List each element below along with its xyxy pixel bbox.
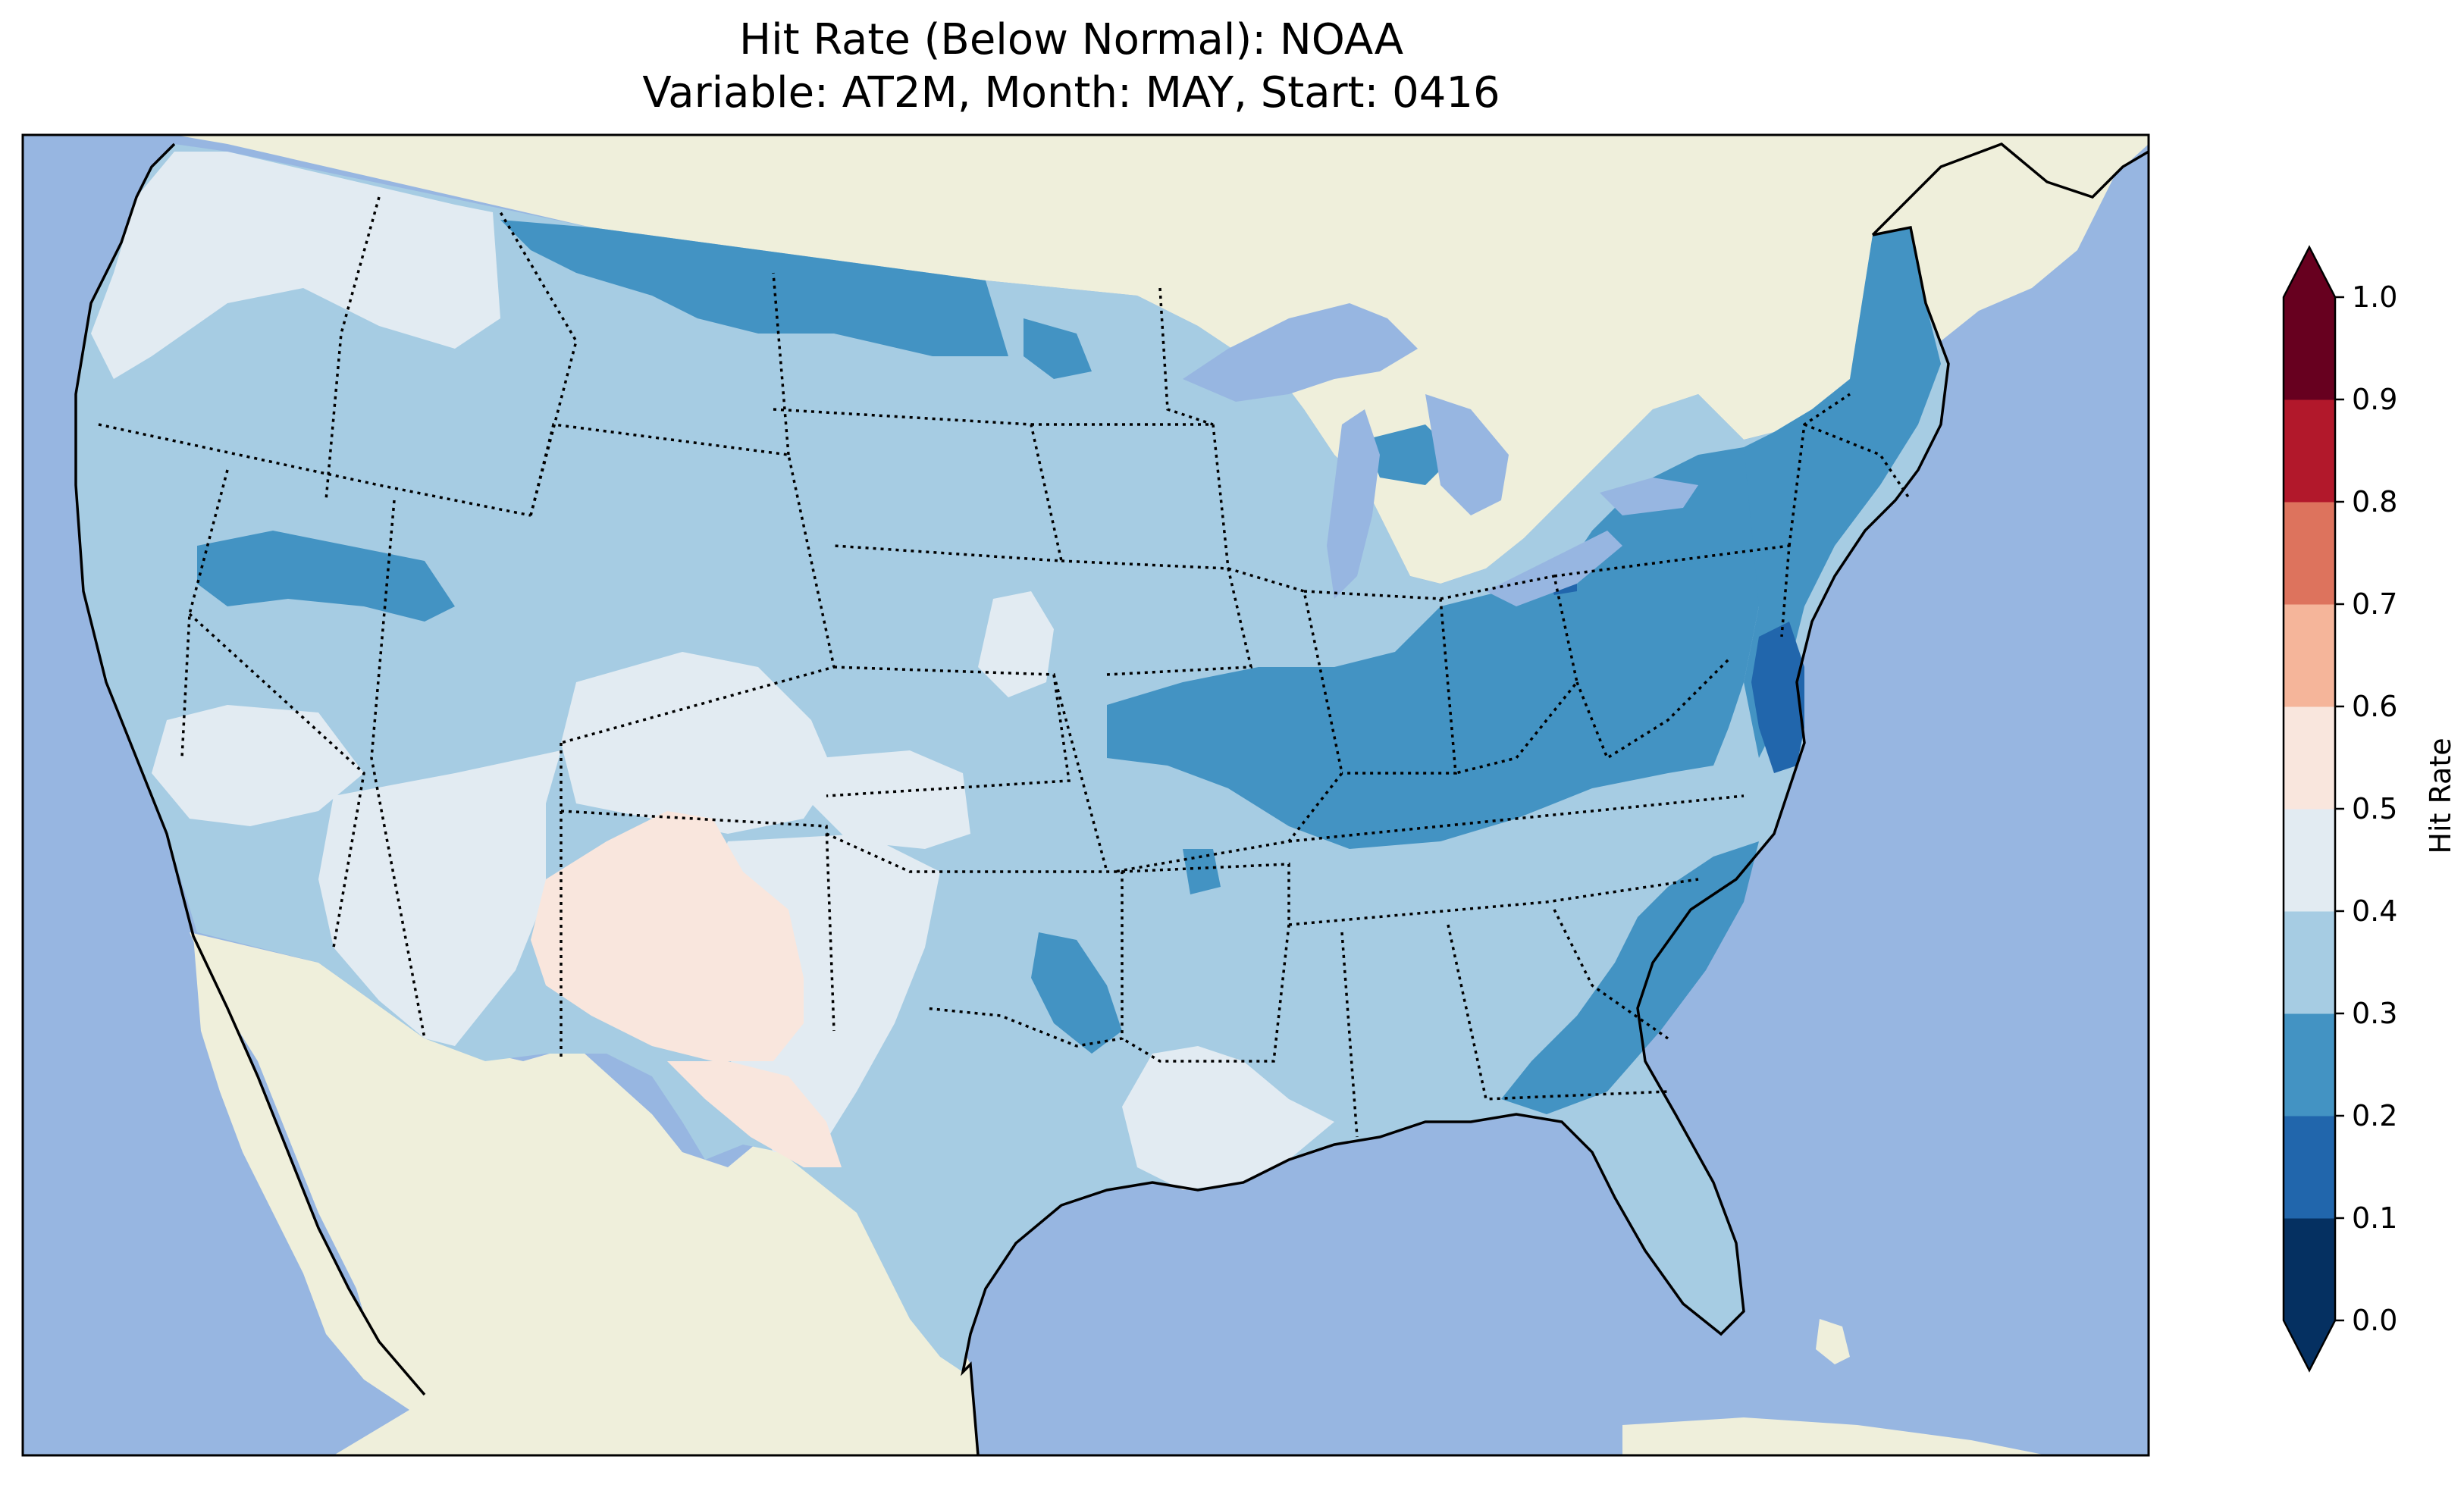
zone-040-kansas xyxy=(811,750,970,849)
zone-040-nevada xyxy=(152,705,364,826)
colorbar-bin xyxy=(2284,502,2335,605)
title-line-1: Hit Rate (Below Normal): NOAA xyxy=(738,15,1404,64)
colorbar-bin xyxy=(2284,911,2335,1014)
zone-020-northeast xyxy=(1744,227,1941,758)
colorbar-tick-label: 0.5 xyxy=(2352,792,2397,825)
colorbar-tick-label: 0.0 xyxy=(2352,1304,2397,1337)
zone-020-carolina-coast xyxy=(1501,841,1759,1114)
zone-020-arkansas xyxy=(1183,849,1221,894)
colorbar-tick-label: 0.6 xyxy=(2352,690,2397,723)
cuba-land xyxy=(1622,1417,2047,1455)
lake-erie xyxy=(1486,531,1622,606)
colorbar-extend-min xyxy=(2284,1320,2335,1370)
zone-050-west-texas xyxy=(667,1061,842,1167)
bahamas-land xyxy=(1816,1319,1850,1364)
colorbar-extend-max xyxy=(2284,247,2335,297)
colorbar-tick-label: 0.2 xyxy=(2352,1099,2397,1132)
zone-040-southwest xyxy=(318,750,561,1046)
colorbar-bin xyxy=(2284,297,2335,400)
colorbar-tick-label: 0.8 xyxy=(2352,485,2397,518)
colorbar-tick-label: 0.1 xyxy=(2352,1201,2397,1235)
colorbar-bin xyxy=(2284,604,2335,707)
colorbar-tick-label: 1.0 xyxy=(2352,280,2397,314)
colorbar-bin xyxy=(2284,809,2335,912)
title-line-2: Variable: AT2M, Month: MAY, Start: 0416 xyxy=(642,68,1500,117)
colorbar-bin xyxy=(2284,1218,2335,1321)
zone-050-new-mexico xyxy=(531,811,804,1061)
map-title: Hit Rate (Below Normal): NOAA Variable: … xyxy=(0,14,2143,120)
lake-michigan xyxy=(1327,409,1380,599)
colorbar-tick-label: 0.9 xyxy=(2352,383,2397,416)
lake-superior xyxy=(1183,303,1418,402)
zone-020-minnesota xyxy=(1024,318,1092,379)
colorbar-bin xyxy=(2284,706,2335,810)
colorbar-tick-label: 0.4 xyxy=(2352,894,2397,928)
zone-040-pacific-nw xyxy=(91,152,500,379)
colorbar-tick-label: 0.3 xyxy=(2352,997,2397,1030)
map-frame xyxy=(21,133,2150,1457)
zone-020-great-basin xyxy=(197,531,455,622)
colorbar-bin xyxy=(2284,1013,2335,1117)
colorbar-bins xyxy=(2284,297,2335,1321)
zone-020-oklahoma xyxy=(1031,932,1122,1054)
coastlines xyxy=(74,143,2149,1455)
canada-land xyxy=(23,135,2149,584)
lake-huron xyxy=(1425,394,1509,515)
colorbar-bin xyxy=(2284,1116,2335,1219)
state-boundaries xyxy=(98,196,1912,1138)
colorbar-label: Hit Rate xyxy=(2424,738,2457,853)
colorbar-tick-label: 0.7 xyxy=(2352,587,2397,621)
zone-020-north-montana xyxy=(500,220,1008,356)
conus-base xyxy=(76,144,1948,1372)
zone-040-colorado xyxy=(561,652,834,834)
colorbar-bin xyxy=(2284,399,2335,503)
lake-ontario xyxy=(1600,478,1698,515)
zone-040-louisiana xyxy=(1122,1046,1334,1190)
zone-040-nebraska xyxy=(978,591,1054,697)
mexico-land xyxy=(190,932,978,1455)
colorbar-ticks: 0.0 0.1 0.2 0.3 0.4 0.5 0.6 0.7 0.8 0.9 1.0 xyxy=(2335,280,2397,1337)
zone-010-delmarva xyxy=(1751,622,1804,773)
